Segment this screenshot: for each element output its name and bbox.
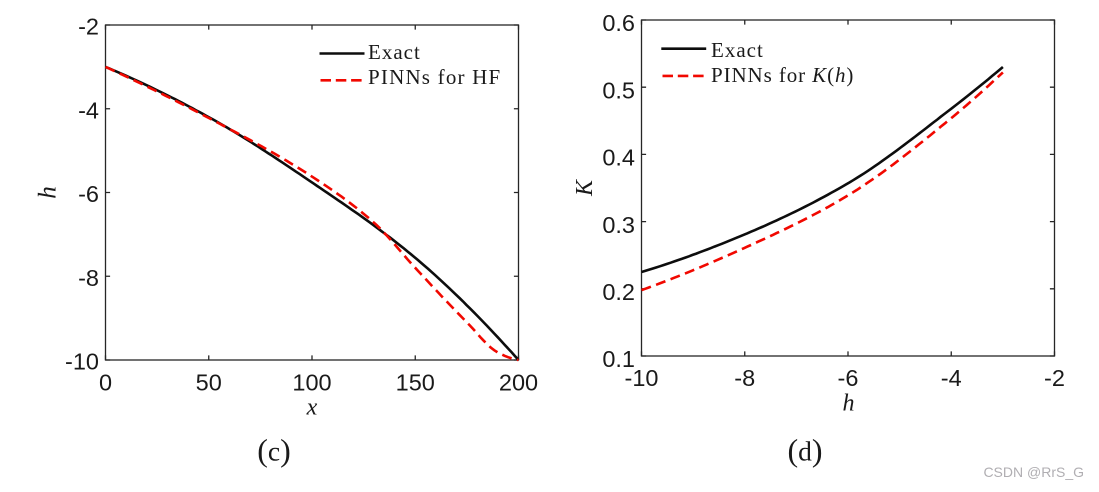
svg-text:PINNs for HF: PINNs for HF (368, 65, 501, 89)
svg-text:(c): (c) (257, 432, 291, 468)
svg-text:0: 0 (99, 370, 112, 396)
svg-text:h: h (843, 391, 855, 417)
svg-text:-4: -4 (78, 97, 99, 123)
svg-text:-10: -10 (65, 349, 99, 375)
svg-text:0.1: 0.1 (602, 346, 635, 372)
svg-text:x: x (306, 395, 318, 421)
svg-text:-8: -8 (78, 265, 99, 291)
svg-text:K: K (572, 178, 598, 197)
svg-text:200: 200 (499, 370, 538, 396)
svg-text:(d): (d) (787, 432, 822, 468)
svg-text:PINNs for K(h): PINNs for K(h) (711, 63, 854, 87)
svg-text:0.4: 0.4 (602, 145, 635, 171)
svg-text:-6: -6 (78, 181, 99, 207)
svg-text:-4: -4 (941, 365, 962, 391)
svg-text:-6: -6 (838, 365, 859, 391)
svg-text:0.2: 0.2 (602, 279, 635, 305)
svg-text:0.5: 0.5 (602, 77, 635, 103)
svg-text:-2: -2 (1044, 365, 1065, 391)
svg-text:-2: -2 (78, 14, 99, 40)
svg-text:0.3: 0.3 (602, 212, 635, 238)
svg-text:-10: -10 (625, 365, 659, 391)
svg-text:CSDN @RrS_G: CSDN @RrS_G (983, 464, 1084, 480)
svg-text:0.6: 0.6 (602, 10, 635, 36)
svg-text:-8: -8 (734, 365, 755, 391)
svg-text:h: h (35, 186, 62, 199)
svg-text:100: 100 (292, 370, 331, 396)
svg-text:Exact: Exact (368, 40, 421, 64)
svg-text:Exact: Exact (711, 38, 764, 62)
svg-text:150: 150 (396, 370, 435, 396)
svg-text:50: 50 (196, 370, 222, 396)
